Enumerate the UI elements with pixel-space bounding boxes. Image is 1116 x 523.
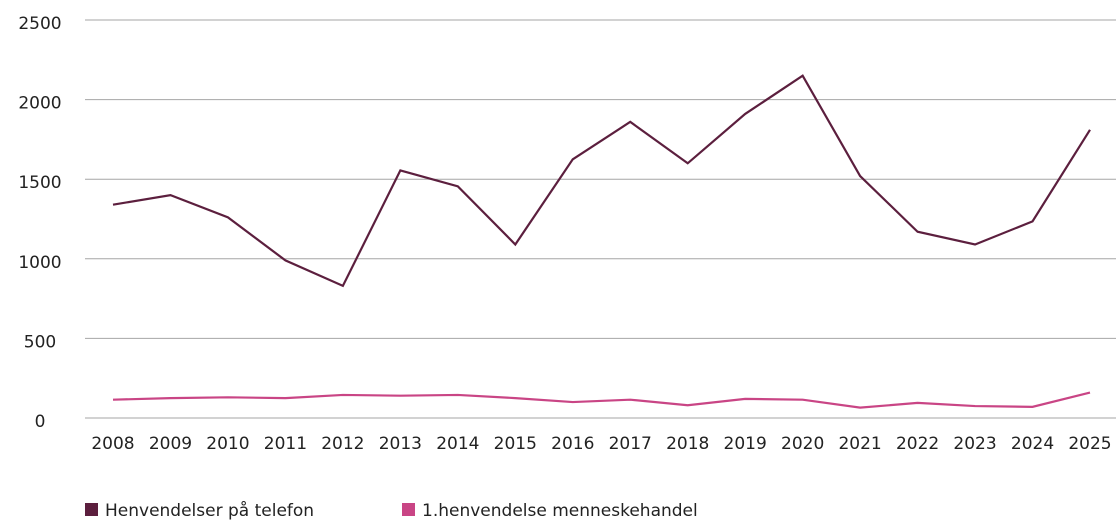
legend-label: 1.henvendelse menneskehandel	[422, 501, 698, 521]
x-tick-label: 2023	[953, 434, 996, 454]
y-tick-label: 1500	[18, 173, 61, 193]
x-tick-label: 2010	[206, 434, 249, 454]
x-tick-label: 2013	[379, 434, 422, 454]
x-tick-label: 2019	[724, 434, 767, 454]
x-tick-label: 2009	[149, 434, 192, 454]
legend-swatch	[402, 503, 415, 516]
y-tick-label: 2000	[18, 94, 61, 114]
legend-label: Henvendelser på telefon	[105, 500, 314, 521]
x-tick-label: 2016	[551, 434, 594, 454]
x-tick-label: 2017	[609, 434, 652, 454]
series-line	[112, 74, 1091, 288]
x-tick-label: 2020	[781, 434, 824, 454]
y-tick-label: 0	[35, 412, 46, 432]
x-tick-label: 2024	[1011, 434, 1054, 454]
x-tick-label: 2025	[1068, 434, 1111, 454]
series-line	[112, 391, 1091, 409]
y-tick-label: 2500	[18, 14, 61, 34]
x-tick-label: 2015	[494, 434, 537, 454]
x-tick-label: 2008	[91, 434, 134, 454]
x-tick-label: 2014	[436, 434, 479, 454]
x-tick-label: 2011	[264, 434, 307, 454]
x-tick-label: 2012	[321, 434, 364, 454]
x-tick-label: 2021	[838, 434, 881, 454]
x-tick-label: 2018	[666, 434, 709, 454]
x-tick-label: 2022	[896, 434, 939, 454]
y-tick-label: 1000	[18, 253, 61, 273]
legend-swatch	[85, 503, 98, 516]
y-tick-label: 500	[24, 332, 56, 352]
